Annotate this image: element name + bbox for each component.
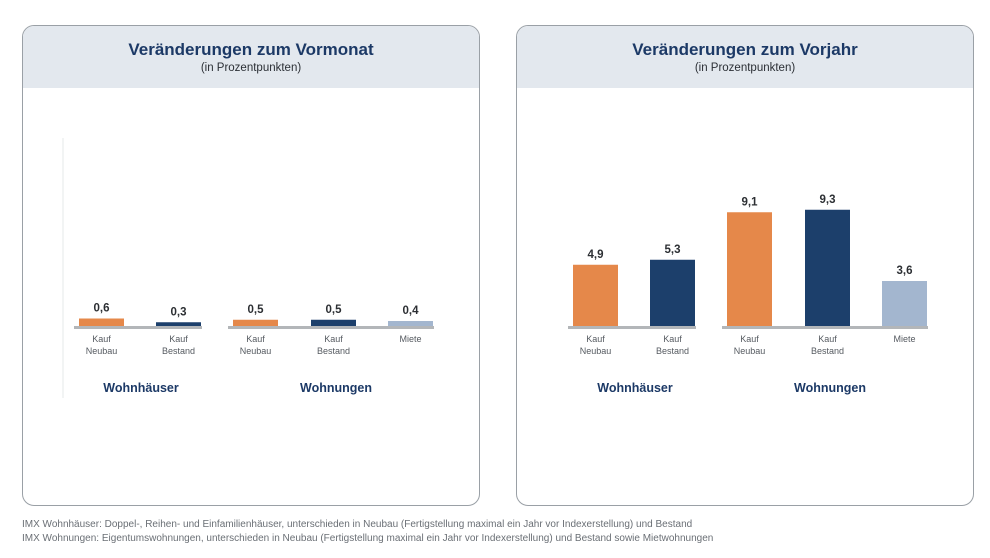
bar-chart-vormonat: 0,6 Kauf Neubau 0,3 Kauf Bestand Wohnhäuser 0,5… <box>62 138 434 398</box>
bar <box>650 259 695 326</box>
bar <box>156 322 201 326</box>
category-label: Miete <box>399 334 421 344</box>
panel-header: Veränderungen zum Vorjahr (in Prozentpun… <box>517 26 973 88</box>
chart-subtitle: (in Prozentpunkten) <box>694 62 796 74</box>
bar-value-label: 9,1 <box>742 196 759 208</box>
baseline-wohnhaeuser <box>74 326 202 329</box>
bar-value-label: 0,3 <box>171 306 187 318</box>
bar <box>388 321 433 326</box>
category-label: Miete <box>893 334 915 344</box>
category-label: Kauf <box>92 334 111 344</box>
category-label: Kauf <box>663 334 682 344</box>
group-label: Wohnungen <box>300 381 372 395</box>
chart-subtitle: (in Prozentpunkten) <box>200 62 302 74</box>
bar-chart-vorjahr: 4,9 Kauf Neubau 5,3 Kauf Bestand Wohnhäuser 9,1… <box>568 194 928 395</box>
chart-title: Veränderungen zum Vormonat <box>128 40 374 59</box>
bar-value-label: 0,5 <box>248 304 265 316</box>
bar <box>805 209 850 326</box>
category-label: Neubau <box>240 346 272 356</box>
baseline-wohnungen <box>228 326 434 329</box>
bar-value-label: 0,6 <box>94 303 110 315</box>
group-label: Wohnungen <box>794 381 866 395</box>
footnote-wohnhaeuser: IMX Wohnhäuser: Doppel-, Reihen- und Ein… <box>22 519 693 530</box>
footnote-wohnungen: IMX Wohnungen: Eigentumswohnungen, unter… <box>22 533 714 544</box>
category-label: Neubau <box>580 346 612 356</box>
category-label: Neubau <box>734 346 766 356</box>
chart-panel-vorjahr: Veränderungen zum Vorjahr (in Prozentpun… <box>516 25 974 506</box>
bar <box>727 212 772 326</box>
category-label: Kauf <box>324 334 343 344</box>
panel-header: Veränderungen zum Vormonat (in Prozentpu… <box>23 26 479 88</box>
bar-value-label: 0,4 <box>403 305 420 317</box>
bar-value-label: 4,9 <box>588 249 604 261</box>
bar <box>311 319 356 326</box>
chart-title: Veränderungen zum Vorjahr <box>632 40 858 59</box>
bar-value-label: 0,5 <box>326 304 343 316</box>
category-label: Bestand <box>811 346 844 356</box>
bar-value-label: 5,3 <box>665 244 681 256</box>
category-label: Bestand <box>317 346 350 356</box>
bar <box>573 264 618 326</box>
category-label: Bestand <box>656 346 689 356</box>
category-label: Neubau <box>86 346 118 356</box>
baseline-wohnungen <box>722 326 928 329</box>
bar-value-label: 3,6 <box>897 265 913 277</box>
category-label: Kauf <box>586 334 605 344</box>
bar <box>882 281 927 326</box>
category-label: Kauf <box>740 334 759 344</box>
bar <box>79 318 124 326</box>
chart-panel-vormonat: Veränderungen zum Vormonat (in Prozentpu… <box>22 25 480 506</box>
baseline-wohnhaeuser <box>568 326 696 329</box>
bar-value-label: 9,3 <box>820 194 836 206</box>
group-label: Wohnhäuser <box>103 381 179 395</box>
category-label: Bestand <box>162 346 195 356</box>
category-label: Kauf <box>246 334 265 344</box>
category-label: Kauf <box>169 334 188 344</box>
category-label: Kauf <box>818 334 837 344</box>
bar <box>233 319 278 326</box>
group-label: Wohnhäuser <box>597 381 673 395</box>
